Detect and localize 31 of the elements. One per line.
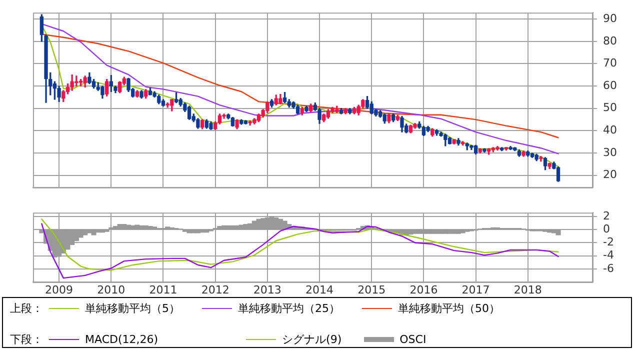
legend-title: 上段： <box>10 301 43 316</box>
x-tick-label: 2013 <box>253 283 282 296</box>
y-tick-label: -4 <box>603 248 614 262</box>
y-tick-label: 2 <box>603 209 610 222</box>
x-tick-label: 2009 <box>45 283 74 296</box>
y-tick-label: 80 <box>603 34 617 48</box>
x-tick-label: 2010 <box>97 283 126 296</box>
y-tick-label: 40 <box>603 124 617 137</box>
x-tick-label: 2016 <box>410 283 438 296</box>
legend-label: 単純移動平均（5） <box>85 301 180 316</box>
x-tick-label: 2017 <box>462 283 490 296</box>
y-tick-label: 90 <box>603 12 617 25</box>
legend-label: シグナル(9) <box>282 332 342 347</box>
y-tick-label: 30 <box>603 146 617 159</box>
y-tick-label: 50 <box>603 101 617 114</box>
y-tick-label: -6 <box>603 262 614 275</box>
y-tick-label: 20 <box>603 168 617 182</box>
y-tick-label: 60 <box>603 78 617 92</box>
y-tick-label: 70 <box>603 56 617 70</box>
x-tick-label: 2018 <box>514 283 542 296</box>
legend-label: MACD(12,26) <box>85 333 158 346</box>
x-tick-label: 2015 <box>358 283 386 296</box>
legend-label: 単純移動平均（25） <box>238 301 340 316</box>
x-tick-label: 2011 <box>149 283 178 296</box>
y-tick-label: 0 <box>603 222 610 236</box>
legend-label: 単純移動平均（50） <box>398 301 500 316</box>
legend-label: OSCI <box>400 333 426 346</box>
x-tick-label: 2012 <box>201 283 230 296</box>
y-tick-label: -2 <box>603 236 614 249</box>
x-tick-label: 2014 <box>306 283 334 296</box>
legend-title: 下段： <box>10 332 43 347</box>
